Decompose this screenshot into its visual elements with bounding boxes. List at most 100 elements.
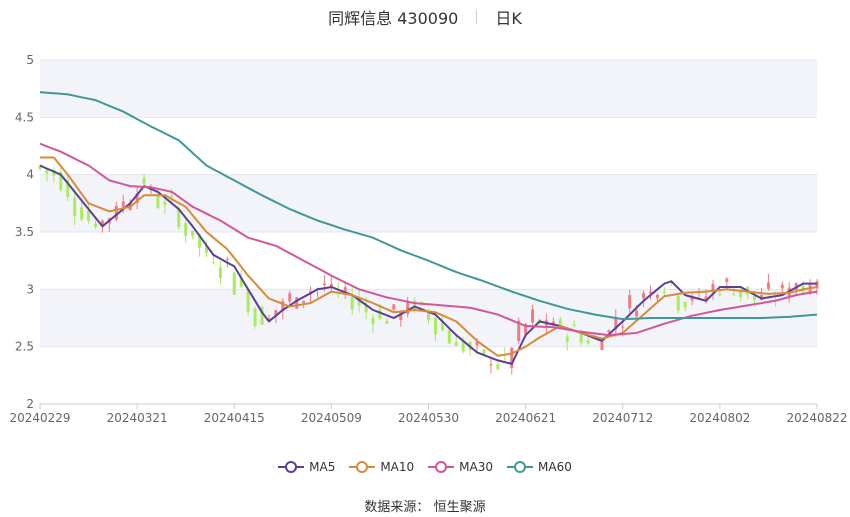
candle-body <box>378 309 382 319</box>
x-axis: 20240229 20240321 20240415 20240509 20240530… <box>9 403 848 425</box>
legend-label: MA60 <box>538 460 572 474</box>
candle-body <box>94 223 97 228</box>
source-label: 数据来源： <box>364 500 430 515</box>
ma10-line <box>40 156 818 357</box>
candle-body <box>121 201 125 208</box>
candle-body <box>385 320 389 324</box>
candle-body <box>225 258 229 260</box>
candle-body <box>718 294 722 296</box>
legend-label: MA10 <box>380 460 415 474</box>
candle-body <box>780 284 784 289</box>
candle-body <box>100 220 104 226</box>
candle-body <box>364 304 368 313</box>
legend-item-ma10[interactable]: MA10 <box>349 460 414 474</box>
y-tick-label: 3 <box>26 282 34 296</box>
candle-body <box>357 297 361 306</box>
legend-item-ma30[interactable]: MA30 <box>428 460 493 474</box>
candle-body <box>635 310 639 317</box>
stock-title: 同辉信息 430090 <box>328 9 459 28</box>
candle-body <box>815 281 819 289</box>
candle-body <box>163 201 167 205</box>
candle-body <box>156 196 160 208</box>
candle-body <box>753 295 757 300</box>
candle-body <box>170 195 174 198</box>
legend-swatch-icon <box>278 461 305 473</box>
candle-body <box>676 295 680 311</box>
candle-body <box>531 309 535 323</box>
candle-body <box>260 306 264 325</box>
x-tick-label: 20240321 <box>107 411 168 425</box>
candle-body <box>406 302 410 314</box>
legend-swatch-icon <box>349 461 376 473</box>
legend-swatch-icon <box>428 461 455 473</box>
candle-body <box>579 333 583 343</box>
period-label: 日K <box>495 9 522 28</box>
candle-body <box>447 330 451 344</box>
candle-body <box>38 165 42 169</box>
candle-body <box>683 302 687 308</box>
candle-body <box>711 283 715 292</box>
candle-body <box>73 197 77 217</box>
x-tick-label: 20240802 <box>689 411 750 425</box>
candle-body <box>45 169 49 174</box>
candle-body <box>642 293 646 299</box>
candle-body <box>302 300 306 303</box>
legend-item-ma60[interactable]: MA60 <box>507 460 572 474</box>
x-tick-label: 20240822 <box>786 411 847 425</box>
candle-body <box>392 304 396 310</box>
candle-body <box>253 308 257 327</box>
y-tick-label: 4 <box>26 168 34 182</box>
candle-body <box>350 296 354 310</box>
candle-body <box>59 171 63 190</box>
legend: MA5 MA10 MA30 MA60 <box>0 456 850 478</box>
ma60-line <box>39 91 818 321</box>
candle-body <box>739 288 743 298</box>
data-source: 数据来源： 恒生聚源 <box>0 496 850 515</box>
x-tick-label: 20240712 <box>592 411 653 425</box>
candle-body <box>621 326 625 328</box>
candle-body <box>628 295 632 309</box>
y-tick-label: 2 <box>26 397 34 411</box>
candle-body <box>218 267 222 278</box>
legend-label: MA5 <box>309 460 336 474</box>
candle-body <box>191 230 195 236</box>
candle-body <box>184 222 188 236</box>
candle-body <box>607 330 611 333</box>
candle-body <box>517 320 521 342</box>
candle-body <box>510 347 514 368</box>
candle-body <box>267 318 271 320</box>
y-tick-label: 3.5 <box>15 225 34 239</box>
candle-body <box>690 297 694 301</box>
candle-body <box>322 283 326 286</box>
x-tick-label: 20240509 <box>301 411 362 425</box>
candle-body <box>496 364 500 370</box>
candle-body <box>461 340 465 352</box>
candle-body <box>732 294 736 296</box>
candle-body <box>649 291 652 294</box>
candle-body <box>489 364 493 366</box>
candle-body <box>565 336 569 342</box>
candle-body <box>281 301 285 311</box>
candle-body <box>239 277 243 287</box>
candle-body <box>586 340 590 344</box>
candle-body <box>558 318 562 325</box>
candle-body <box>295 297 299 309</box>
candle-body <box>655 294 659 299</box>
candle-body <box>572 324 576 326</box>
x-tick-label: 20240229 <box>9 411 70 425</box>
candle-body <box>433 317 437 335</box>
x-tick-label: 20240621 <box>495 411 556 425</box>
candle-body <box>454 342 458 346</box>
candle-body <box>211 261 215 263</box>
candle-body <box>66 180 70 197</box>
y-tick-label: 4.5 <box>15 110 34 124</box>
candle-body <box>177 208 181 227</box>
candle-body <box>482 349 486 355</box>
x-tick-label: 20240415 <box>204 411 265 425</box>
x-tick-label: 20240530 <box>398 411 459 425</box>
legend-item-ma5[interactable]: MA5 <box>278 460 335 474</box>
candle-body <box>725 278 729 282</box>
candle-body <box>371 318 375 324</box>
legend-swatch-icon <box>507 461 534 473</box>
